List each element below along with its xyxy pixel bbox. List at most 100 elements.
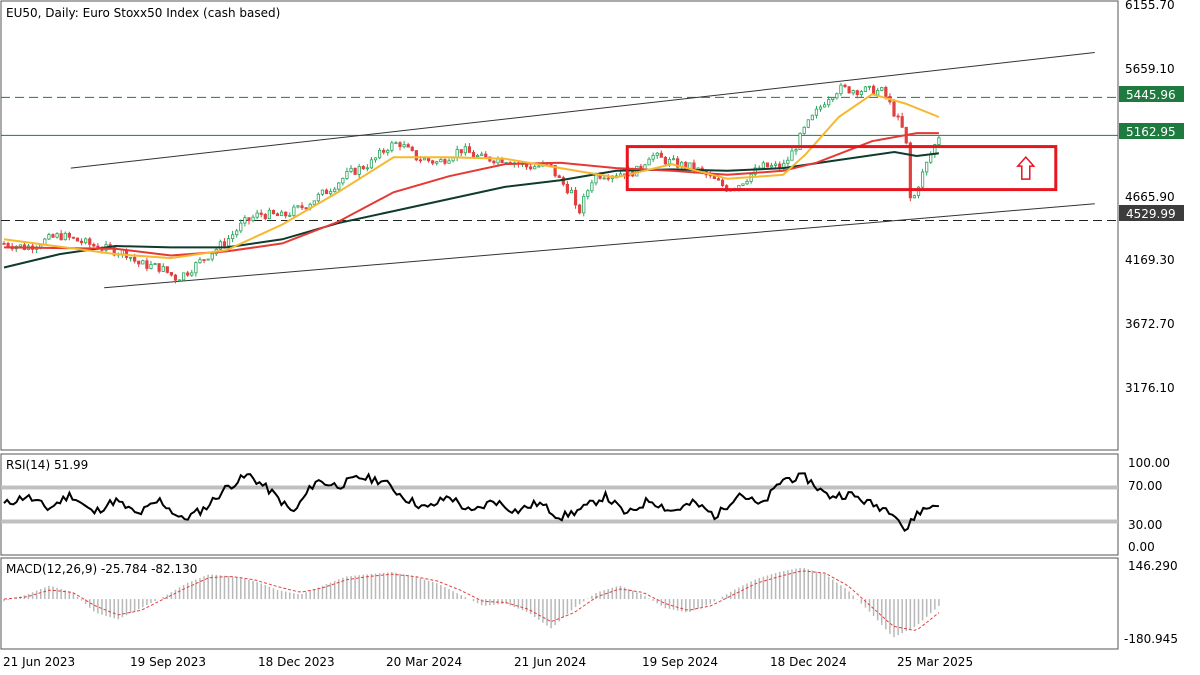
candle-body (361, 166, 365, 170)
candle-body (18, 244, 22, 247)
candle-body (373, 157, 378, 161)
price-label: 5445.96 (1126, 88, 1176, 102)
candle-body (745, 180, 749, 185)
candle-body (402, 144, 406, 148)
candle-body (173, 274, 178, 281)
candle-body (51, 234, 55, 238)
candle-body (357, 166, 361, 175)
candle-body (851, 90, 855, 94)
candle-body (67, 232, 71, 238)
candle-body (186, 272, 190, 276)
candle-body (271, 209, 276, 215)
candle-body (659, 152, 663, 158)
candle-body (296, 205, 300, 208)
candle-body (84, 238, 88, 244)
candle-body (471, 152, 476, 158)
candle-body (316, 193, 320, 202)
x-tick-label: 19 Sep 2023 (130, 655, 206, 669)
x-tick-label: 19 Sep 2024 (642, 655, 718, 669)
candle-body (71, 236, 76, 239)
ma-fast-line (3, 93, 940, 260)
x-tick-label: 25 Mar 2025 (897, 655, 973, 669)
rsi-tick-label: 100.00 (1128, 456, 1170, 470)
candle-body (884, 87, 888, 97)
candle-body (859, 91, 863, 95)
candle-body (896, 115, 900, 118)
candle-body (843, 84, 847, 88)
candle-body (198, 259, 202, 264)
candle-body (177, 279, 182, 282)
candle-body (431, 160, 435, 164)
candle-body (590, 182, 594, 192)
candle-body (243, 217, 247, 224)
candle-body (876, 89, 880, 96)
candle-body (688, 162, 692, 169)
candle-body (133, 256, 137, 262)
candle-body (578, 204, 582, 214)
candle-body (259, 212, 263, 215)
candle-body (149, 264, 153, 269)
candle-body (831, 97, 835, 100)
candle-body (937, 137, 941, 145)
highlight-zone-box (625, 145, 1058, 192)
rsi-layer (1, 472, 1118, 532)
candle-body (435, 161, 439, 164)
up-arrow-icon (1016, 155, 1036, 180)
candle-body (439, 159, 443, 163)
y-tick-label: 6155.70 (1125, 0, 1175, 12)
candle-body (806, 119, 810, 128)
candle-body (157, 263, 161, 272)
candle-body (112, 247, 116, 256)
candle-body (774, 163, 778, 166)
candle-body (912, 195, 917, 199)
candle-body (847, 86, 851, 94)
candle-body (218, 241, 222, 250)
candle-body (651, 154, 655, 160)
candle-body (251, 216, 255, 221)
candle-body (2, 242, 6, 245)
candle-body (741, 183, 745, 186)
x-tick-label: 21 Jun 2024 (514, 655, 586, 669)
macd-title: MACD(12,26,9) -25.784 -82.130 (6, 562, 197, 576)
candle-body (202, 259, 206, 262)
candle-body (329, 191, 333, 195)
candle-body (406, 144, 410, 148)
candle-body (410, 146, 414, 151)
candle-body (6, 243, 10, 247)
candle-body (827, 99, 831, 106)
candle-body (569, 189, 574, 194)
candle-body (390, 142, 394, 151)
candle-body (786, 159, 790, 164)
main-panel (0, 0, 1119, 451)
candle-body (320, 189, 325, 195)
candle-body (349, 167, 353, 172)
channel-lower-line (104, 203, 1095, 289)
candle-body (823, 104, 827, 108)
candle-body (835, 93, 839, 99)
candle-body (484, 153, 488, 158)
candle-body (59, 233, 63, 241)
candle-body (426, 157, 431, 162)
candle-body (455, 149, 459, 158)
candle-body (153, 263, 157, 265)
candle-body (492, 160, 496, 164)
rsi-tick-label: 0.00 (1128, 540, 1155, 554)
candle-body (855, 90, 859, 95)
candle-body (814, 108, 819, 116)
candle-body (300, 205, 304, 209)
rsi-tick-label: 70.00 (1128, 479, 1162, 493)
macd-tick-label: -180.945 (1124, 632, 1178, 646)
candle-body (394, 142, 398, 145)
ma-slow-line (3, 150, 940, 269)
rsi-panel (0, 453, 1119, 556)
candle-body (769, 165, 774, 168)
candle-body (480, 153, 484, 156)
y-tick-label: 3672.70 (1125, 317, 1175, 331)
rsi-panel-frame (0, 453, 1119, 556)
candle-body (169, 272, 173, 276)
candle-body (341, 177, 345, 184)
candle-body (892, 101, 896, 117)
candle-body (386, 149, 390, 153)
candle-body (818, 106, 823, 110)
